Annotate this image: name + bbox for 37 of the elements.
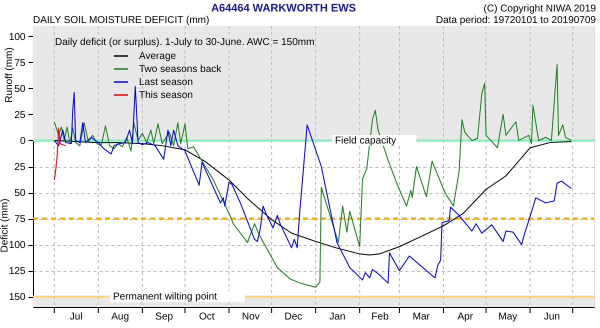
x-tick-label: Oct [198, 312, 215, 322]
y-tick-label: 25 [14, 162, 26, 173]
x-tick-label: Aug [111, 312, 130, 322]
y-tick-label: 75 [14, 214, 26, 226]
y-tick-label: 50 [14, 84, 26, 95]
x-tick-label: Feb [371, 312, 390, 322]
x-tick-label: Sep [155, 312, 174, 322]
y-axis-title: Deficit (mm) [0, 198, 10, 252]
legend-label: Last season [139, 77, 193, 88]
legend-label: This season [139, 90, 193, 101]
chart-title: A64464 WARKWORTH EWS [211, 2, 356, 14]
x-tick-label: Mar [412, 312, 431, 322]
text: (C) Copyright NIWA 2019 [484, 4, 596, 14]
x-tick-label: Jun [544, 312, 560, 322]
ref-line-label: Permanent wilting point [113, 292, 218, 303]
y-tick-label: 75 [14, 58, 26, 69]
text: Runoff (mm) [4, 47, 15, 103]
annotation: Data period: 19720101 to 20190709 [436, 15, 596, 26]
y-tick-label: 100 [8, 240, 26, 252]
chart-subtitle: DAILY SOIL MOISTURE DEFICIT (mm) [33, 15, 210, 26]
line-series [54, 127, 66, 181]
x-tick-label: Jul [70, 312, 83, 322]
y-tick-label: 50 [14, 188, 26, 200]
x-tick-label: Dec [284, 312, 302, 322]
x-tick-label: Apr [457, 312, 474, 322]
y-tick-label: 0 [20, 136, 26, 147]
y-tick-label: 125 [8, 266, 26, 278]
annotation: Daily deficit (or surplus). 1-July to 30-June. AWC = 150mm [55, 37, 314, 48]
legend-label: Two seasons back [139, 64, 222, 75]
y-tick-label: 150 [8, 292, 26, 304]
x-tick-label: Jan [329, 312, 346, 322]
x-tick-label: Nov [242, 312, 260, 322]
legend-label: Average [139, 51, 177, 62]
y-tick-label: 100 [8, 32, 26, 43]
y-tick-label: 25 [14, 110, 26, 121]
x-tick-label: May [498, 312, 518, 322]
ref-line-label: Field capacity [335, 135, 396, 146]
